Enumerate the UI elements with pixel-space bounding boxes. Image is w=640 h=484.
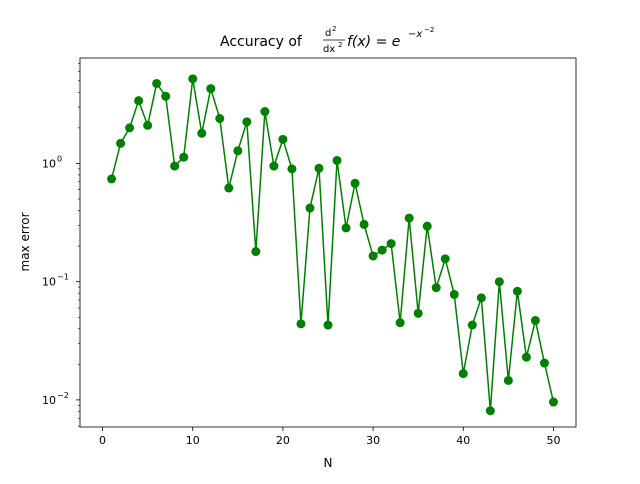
- data-point: [377, 245, 387, 255]
- y-axis-label: max error: [18, 212, 32, 271]
- data-point: [530, 315, 540, 325]
- data-point: [413, 308, 423, 318]
- data-point: [350, 178, 360, 188]
- data-point: [116, 138, 126, 148]
- y-tick-label: 10 −2: [42, 391, 69, 407]
- data-point: [125, 123, 135, 133]
- data-point: [251, 247, 261, 257]
- x-tick-label: 30: [366, 434, 380, 447]
- title-deriv-den-sup: 2: [338, 41, 342, 49]
- data-point: [368, 251, 378, 261]
- x-tick-label: 40: [456, 434, 470, 447]
- data-point: [458, 369, 468, 379]
- data-point: [161, 91, 171, 101]
- data-point: [197, 128, 207, 138]
- y-tick-label-exponent: −2: [57, 391, 69, 400]
- data-point: [449, 289, 459, 299]
- data-point: [170, 161, 180, 171]
- x-tick-label: 0: [99, 434, 106, 447]
- data-point: [539, 358, 549, 368]
- data-point: [503, 375, 513, 385]
- y-minor-ticks: [78, 63, 80, 427]
- data-point: [134, 96, 144, 106]
- data-point: [278, 134, 288, 144]
- data-point: [494, 277, 504, 287]
- series-line: [110, 78, 555, 411]
- data-point: [512, 286, 522, 296]
- chart-title: Accuracy of d 2 dx 2 f(x) = e −x −2: [220, 25, 434, 55]
- x-axis: 0 10 20 30 40 50: [99, 427, 560, 447]
- data-point: [323, 320, 333, 330]
- data-point: [548, 397, 558, 407]
- data-point: [521, 352, 531, 362]
- y-tick-label-base: 10: [42, 394, 56, 407]
- title-deriv-num: d: [325, 28, 331, 39]
- data-point: [467, 320, 477, 330]
- y-tick-label-exponent: −1: [57, 273, 69, 282]
- data-point: [341, 223, 351, 233]
- title-exponent: −x: [408, 29, 422, 40]
- x-tick-label: 10: [186, 434, 200, 447]
- data-point: [287, 164, 297, 174]
- title-exponent-sup: −2: [424, 26, 434, 34]
- y-tick-label: 10 0: [42, 154, 62, 170]
- y-tick-label-exponent: 0: [57, 154, 62, 163]
- chart-title-prefix: Accuracy of: [220, 34, 303, 50]
- x-tick-label: 50: [546, 434, 560, 447]
- data-point: [188, 74, 198, 84]
- y-tick-label: 10 −1: [42, 273, 69, 289]
- data-point: [242, 117, 252, 127]
- x-axis-label: N: [324, 456, 333, 470]
- data-point: [332, 155, 342, 165]
- plot-area: [79, 57, 577, 428]
- x-tick-label: 20: [276, 434, 290, 447]
- title-function: f(x) = e: [347, 34, 400, 50]
- data-point: [224, 183, 234, 193]
- data-point: [314, 163, 324, 173]
- data-point: [476, 293, 486, 303]
- data-point: [305, 203, 315, 213]
- data-point: [179, 152, 189, 162]
- y-tick-label-base: 10: [42, 276, 56, 289]
- data-point: [260, 107, 270, 117]
- data-point: [440, 254, 450, 264]
- data-point: [422, 221, 432, 231]
- data-point: [107, 174, 117, 184]
- data-point: [395, 318, 405, 328]
- data-point: [206, 84, 216, 94]
- data-point: [404, 213, 414, 223]
- title-deriv-num-sup: 2: [332, 25, 336, 33]
- y-tick-label-base: 10: [42, 157, 56, 170]
- data-point: [269, 161, 279, 171]
- series-max-error: [107, 74, 558, 416]
- data-point: [215, 114, 225, 124]
- data-point: [386, 239, 396, 249]
- data-point: [233, 146, 243, 156]
- data-point: [296, 319, 306, 329]
- data-point: [152, 78, 162, 88]
- title-deriv-den: dx: [323, 44, 335, 55]
- data-point: [143, 120, 153, 130]
- data-point: [485, 406, 495, 416]
- data-point: [359, 219, 369, 229]
- data-point: [431, 283, 441, 293]
